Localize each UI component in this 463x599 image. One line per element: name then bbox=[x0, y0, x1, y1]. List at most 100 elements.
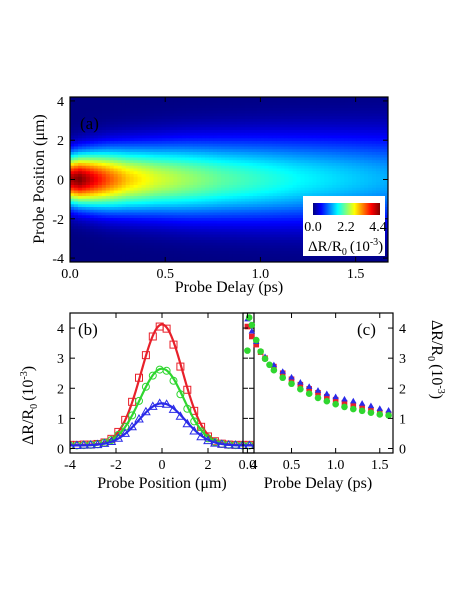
heatmap-cell bbox=[205, 152, 210, 156]
heatmap-cell bbox=[340, 190, 345, 194]
heatmap-cell bbox=[248, 253, 254, 258]
heatmap-cell bbox=[73, 242, 79, 247]
heatmap-cell bbox=[141, 196, 147, 200]
heatmap-cell bbox=[236, 171, 242, 175]
heatmap-cell bbox=[193, 132, 198, 137]
heatmap-cell bbox=[356, 190, 361, 194]
heatmap-cell bbox=[89, 185, 95, 189]
heatmap-cell bbox=[284, 185, 290, 189]
heatmap-cell bbox=[70, 163, 75, 167]
heatmap-cell bbox=[93, 237, 99, 241]
heatmap-cell bbox=[276, 212, 282, 216]
heatmap-cell bbox=[244, 171, 250, 175]
heatmap-cell bbox=[113, 113, 119, 117]
heatmap-cell bbox=[141, 193, 147, 197]
heatmap-cell bbox=[193, 168, 198, 172]
heatmap-cell bbox=[89, 176, 95, 181]
heatmap-cell bbox=[153, 190, 159, 194]
heatmap-cell bbox=[324, 97, 329, 101]
heatmap-cell bbox=[153, 124, 159, 128]
heatmap-cell bbox=[236, 207, 242, 211]
heatmap-cell bbox=[236, 237, 242, 241]
heatmap-cell bbox=[300, 110, 306, 115]
heatmap-cell bbox=[173, 176, 178, 181]
heatmap-cell bbox=[240, 253, 246, 258]
heatmap-cell bbox=[177, 179, 182, 183]
heatmap-cell bbox=[213, 231, 218, 236]
heatmap-cell bbox=[221, 116, 226, 120]
heatmap-cell bbox=[324, 127, 329, 131]
heatmap-cell bbox=[268, 201, 274, 205]
heatmap-cell bbox=[161, 215, 167, 219]
heatmap-cell bbox=[201, 110, 206, 115]
heatmap-cell bbox=[376, 130, 381, 134]
heatmap-cell bbox=[260, 259, 266, 262]
heatmap-cell bbox=[193, 220, 198, 225]
heatmap-cell bbox=[360, 160, 365, 164]
heatmap-cell bbox=[217, 187, 222, 192]
heatmap-cell bbox=[248, 146, 254, 150]
heatmap-cell bbox=[276, 113, 282, 117]
heatmap-cell bbox=[137, 251, 143, 255]
heatmap-cell bbox=[272, 152, 278, 156]
heatmap-cell bbox=[244, 157, 250, 161]
data-point bbox=[176, 362, 185, 371]
heatmap-cell bbox=[77, 193, 83, 197]
heatmap-cell bbox=[77, 185, 83, 189]
heatmap-cell bbox=[332, 154, 337, 159]
heatmap-cell bbox=[292, 154, 298, 159]
heatmap-cell bbox=[201, 240, 206, 244]
heatmap-cell bbox=[70, 201, 75, 205]
heatmap-cell bbox=[121, 105, 127, 109]
heatmap-cell bbox=[161, 163, 167, 167]
heatmap-cell bbox=[189, 185, 194, 189]
heatmap-cell bbox=[137, 157, 143, 161]
heatmap-cell bbox=[336, 138, 341, 142]
heatmap-cell bbox=[165, 102, 170, 106]
heatmap-cell bbox=[81, 157, 87, 161]
heatmap-cell bbox=[244, 240, 250, 244]
heatmap-cell bbox=[256, 176, 262, 181]
heatmap-cell bbox=[225, 242, 230, 247]
heatmap-cell bbox=[209, 182, 214, 186]
heatmap-cell bbox=[85, 251, 91, 255]
heatmap-cell bbox=[125, 253, 131, 258]
heatmap-cell bbox=[157, 110, 163, 115]
heatmap-cell bbox=[193, 229, 198, 233]
heatmap-cell bbox=[153, 248, 159, 252]
heatmap-cell bbox=[296, 237, 302, 241]
heatmap-cell bbox=[173, 256, 178, 260]
heatmap-cell bbox=[272, 215, 278, 219]
heatmap-cell bbox=[324, 102, 329, 106]
heatmap-cell bbox=[284, 108, 290, 112]
heatmap-cell bbox=[85, 259, 91, 262]
heatmap-cell bbox=[77, 218, 83, 222]
data-point bbox=[147, 401, 158, 410]
heatmap-cell bbox=[205, 127, 210, 131]
heatmap-cell bbox=[165, 245, 170, 249]
heatmap-cell bbox=[336, 193, 341, 197]
heatmap-cell bbox=[300, 116, 306, 120]
heatmap-cell bbox=[304, 163, 310, 167]
heatmap-cell bbox=[205, 121, 210, 126]
heatmap-cell bbox=[260, 182, 266, 186]
heatmap-cell bbox=[232, 99, 238, 104]
heatmap-cell bbox=[165, 196, 170, 200]
heatmap-cell bbox=[225, 209, 230, 214]
heatmap-cell bbox=[177, 119, 182, 123]
heatmap-cell bbox=[149, 226, 155, 230]
data-point bbox=[332, 396, 339, 403]
heatmap-cell bbox=[229, 190, 234, 194]
heatmap-cell bbox=[229, 209, 234, 214]
heatmap-cell bbox=[133, 212, 139, 216]
heatmap-cell bbox=[232, 130, 238, 134]
heatmap-cell bbox=[225, 256, 230, 260]
heatmap-cell bbox=[209, 198, 214, 203]
heatmap-cell bbox=[193, 113, 198, 117]
heatmap-cell bbox=[296, 223, 302, 227]
heatmap-cell bbox=[380, 259, 385, 262]
heatmap-cell bbox=[141, 130, 147, 134]
heatmap-cell bbox=[225, 215, 230, 219]
heatmap-cell bbox=[129, 234, 135, 238]
heatmap-cell bbox=[177, 253, 182, 258]
